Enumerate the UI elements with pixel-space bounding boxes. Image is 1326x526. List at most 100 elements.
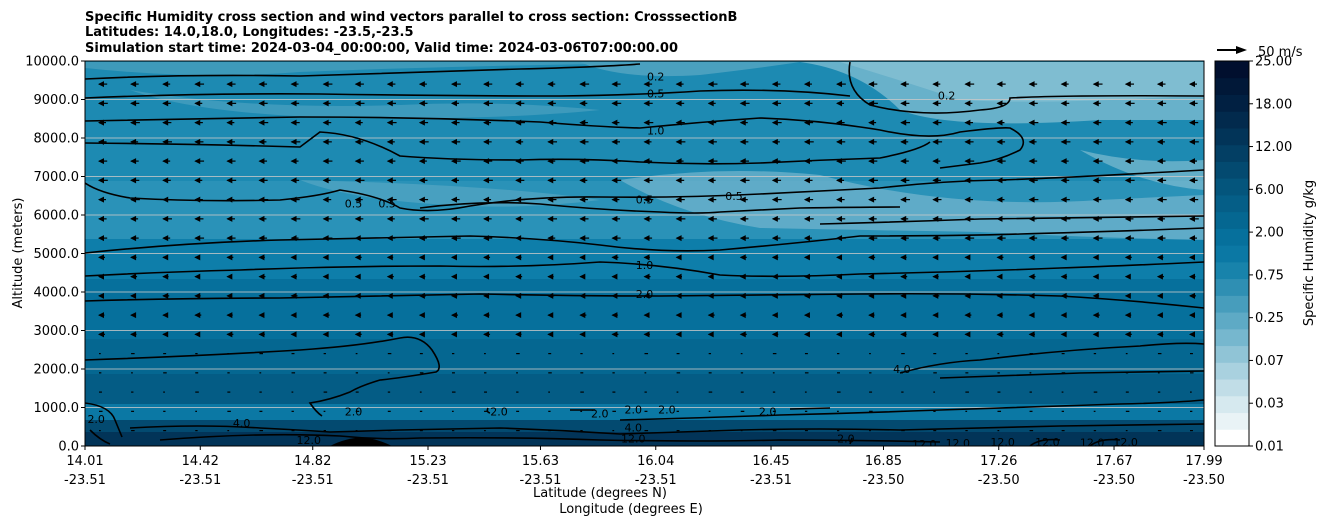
wind-arrow-icon (258, 273, 266, 280)
wind-arrow-icon (290, 158, 299, 165)
wind-arrow-icon (675, 292, 683, 299)
wind-arrow-icon (354, 254, 362, 261)
wind-arrow-icon (354, 81, 364, 88)
wind-arrow-icon (386, 177, 396, 184)
wind-arrow-icon (450, 138, 461, 145)
wind-arrow-icon (707, 312, 715, 319)
colorbar-frame (1214, 60, 1250, 447)
wind-arrow-icon (354, 235, 364, 242)
wind-arrow-icon (803, 119, 814, 126)
wind-arrow-icon (1156, 158, 1166, 165)
wind-arrow-icon (98, 215, 107, 222)
y-tick-label: 9000.0 (34, 93, 80, 108)
wind-arrow-icon (868, 292, 875, 299)
wind-arrow-icon (547, 196, 557, 203)
wind-arrow-icon (483, 235, 493, 242)
wind-arrow-icon (258, 235, 268, 242)
wind-arrow-icon (771, 331, 779, 338)
wind-arrow-icon (803, 292, 811, 299)
wind-arrow-icon (418, 254, 425, 261)
wind-arrow-icon (611, 331, 619, 338)
wind-arrow-icon (98, 196, 106, 203)
wind-arrow-icon (707, 138, 717, 145)
colorbar-swatch (1215, 194, 1249, 213)
contour-label: 0.5 (345, 197, 363, 210)
colorbar: 0.01 0.03 0.07 0.25 0.75 2.00 6.00 12.00 18.00 25… (1215, 55, 1292, 455)
wind-arrow-icon (547, 158, 556, 165)
x-tick-label-latitude: 16.45 (752, 454, 789, 469)
wind-arrow-icon (932, 254, 939, 261)
wind-arrow-icon (868, 331, 876, 338)
wind-arrow-icon (675, 254, 682, 261)
contour-label: 2.0 (490, 405, 508, 418)
wind-arrow-icon (1189, 177, 1198, 184)
wind-arrow-icon (515, 158, 524, 165)
wind-arrow-icon (1060, 254, 1067, 261)
wind-arrow-icon (1060, 138, 1071, 145)
wind-arrow-icon (739, 235, 749, 242)
wind-arrow-icon (226, 292, 233, 299)
wind-arrow-icon (707, 273, 714, 280)
x-tick-label-latitude: 14.82 (294, 454, 331, 469)
wind-arrow-icon (1156, 292, 1163, 299)
plot-area: 0.20.51.00.20.5 0.5 0.5 0.51.02.04.02.0 4.01… (85, 61, 1204, 449)
wind-arrow-icon (1189, 138, 1199, 145)
y-tick-label: 2000.0 (34, 363, 80, 378)
colorbar-swatch (1215, 228, 1249, 246)
wind-arrow-icon (643, 215, 652, 222)
wind-arrow-icon (1124, 235, 1135, 242)
wind-arrow-icon (707, 215, 717, 222)
wind-arrow-icon (771, 312, 778, 319)
wind-arrow-icon (803, 158, 812, 165)
colorbar-swatch (1215, 295, 1249, 313)
wind-arrow-icon (771, 196, 782, 203)
wind-arrow-icon (547, 81, 556, 88)
wind-arrow-icon (868, 177, 878, 184)
wind-arrow-icon (418, 215, 429, 222)
wind-arrow-icon (1124, 331, 1132, 338)
wind-arrow-icon (354, 158, 364, 165)
wind-arrow-icon (1060, 119, 1070, 126)
wind-arrow-icon (579, 331, 586, 338)
contour-label: 12.0 (990, 436, 1015, 449)
wind-arrow-icon (483, 312, 490, 319)
wind-arrow-icon (418, 100, 428, 107)
colorbar-swatch (1215, 144, 1249, 162)
wind-arrow-icon (290, 331, 297, 338)
wind-arrow-icon (611, 119, 620, 126)
wind-arrow-icon (643, 273, 651, 280)
wind-arrow-icon (1156, 81, 1166, 88)
wind-arrow-icon (130, 158, 139, 165)
wind-arrow-icon (1092, 292, 1100, 299)
wind-arrow-icon (354, 196, 363, 203)
wind-arrow-icon (900, 138, 909, 145)
wind-arrow-icon (418, 331, 425, 338)
wind-arrow-icon (771, 119, 782, 126)
wind-arrow-icon (130, 273, 138, 280)
wind-arrow-icon (1156, 254, 1164, 261)
wind-arrow-icon (803, 235, 812, 242)
wind-arrow-icon (162, 158, 171, 165)
wind-arrow-icon (771, 235, 781, 242)
wind-arrow-icon (1156, 312, 1163, 319)
wind-arrow-icon (1092, 331, 1099, 338)
wind-arrow-icon (98, 138, 107, 145)
wind-arrow-icon (162, 292, 170, 299)
wind-arrow-icon (450, 119, 460, 126)
wind-arrow-icon (194, 215, 204, 222)
wind-arrow-icon (675, 215, 686, 222)
wind-arrow-icon (996, 81, 1006, 88)
wind-arrow-icon (226, 100, 237, 107)
wind-arrow-icon (868, 235, 878, 242)
wind-arrow-icon (386, 331, 394, 338)
x-tick-label-latitude: 16.04 (637, 454, 674, 469)
contour-label: 12.0 (621, 432, 646, 445)
wind-arrow-icon (226, 138, 235, 145)
wind-arrow-icon (290, 81, 299, 88)
wind-arrow-icon (547, 273, 554, 280)
wind-arrow-icon (386, 312, 393, 319)
y-axis-label: Altitude (meters) (11, 198, 26, 309)
wind-arrow-icon (1189, 158, 1197, 165)
wind-arrow-icon (322, 331, 329, 338)
y-tick-label: 7000.0 (34, 170, 80, 185)
